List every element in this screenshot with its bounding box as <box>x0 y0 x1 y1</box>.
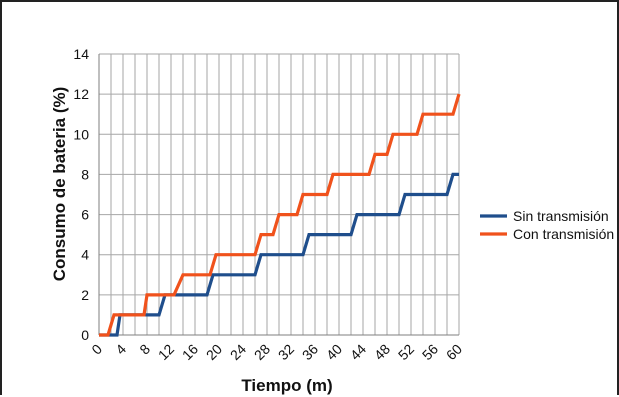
y-tick-label: 8 <box>81 166 89 182</box>
x-tick-label: 36 <box>299 341 321 363</box>
y-tick-label: 12 <box>73 86 89 102</box>
x-tick-label: 32 <box>275 341 297 363</box>
y-tick-label: 6 <box>81 207 89 223</box>
x-tick-label: 0 <box>88 341 105 358</box>
x-tick-label: 60 <box>443 341 465 363</box>
series-line-2 <box>99 93 461 337</box>
x-tick-label: 24 <box>227 341 249 363</box>
y-tick-label: 10 <box>73 126 89 142</box>
legend-label-2: Con transmisión <box>513 226 614 242</box>
y-tick-label: 0 <box>81 327 89 343</box>
x-tick-label: 4 <box>112 341 129 358</box>
x-tick-label: 12 <box>155 341 177 363</box>
axes <box>98 54 459 336</box>
x-tick-label: 20 <box>203 341 225 363</box>
x-tick-label: 40 <box>323 341 345 363</box>
x-tick-label: 44 <box>347 341 369 363</box>
series-lines <box>99 93 461 337</box>
y-tick-label: 4 <box>81 247 89 263</box>
x-tick-label: 56 <box>419 341 441 363</box>
x-axis-title: Tiempo (m) <box>241 376 332 395</box>
grid-lines <box>98 53 460 336</box>
y-axis-title: Consumo de bateria (%) <box>50 87 69 282</box>
legend-label-1: Sin transmisión <box>513 208 609 224</box>
legend: Sin transmisión Con transmisión <box>480 208 614 242</box>
x-tick-label: 28 <box>251 341 273 363</box>
x-tick-label: 52 <box>395 341 417 363</box>
series-line-1 <box>99 172 459 337</box>
x-tick-label: 16 <box>179 341 201 363</box>
y-tick-label: 2 <box>81 287 89 303</box>
x-tick-label: 8 <box>136 341 153 358</box>
y-tick-label: 14 <box>73 46 89 62</box>
x-tick-label: 48 <box>371 341 393 363</box>
